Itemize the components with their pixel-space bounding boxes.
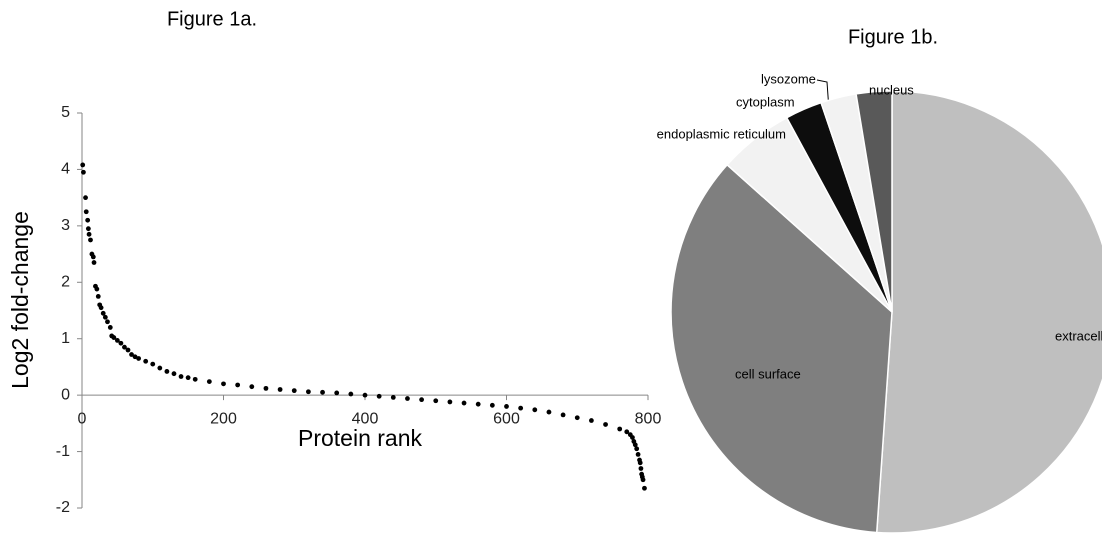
point [83, 209, 89, 215]
point [362, 392, 368, 398]
point [249, 384, 255, 390]
point [80, 162, 86, 168]
point [263, 385, 269, 391]
point [192, 376, 198, 382]
y-tick-label: 3 [61, 217, 70, 234]
point [630, 435, 635, 440]
point [376, 393, 382, 399]
y-tick-label: -1 [56, 443, 70, 460]
y-tick-label: 5 [61, 104, 70, 121]
point [348, 391, 354, 397]
point [334, 390, 340, 396]
point [306, 389, 311, 395]
point [81, 169, 86, 175]
point [419, 397, 424, 403]
point [640, 477, 646, 483]
point [111, 335, 117, 340]
point [546, 409, 552, 415]
point [95, 293, 101, 299]
point [617, 426, 623, 432]
point [518, 405, 524, 411]
point [433, 398, 439, 404]
chart-title: Figure 1a. [167, 8, 257, 30]
slice-label: nucleus [869, 82, 914, 97]
point [504, 404, 509, 409]
pie-slice [670, 163, 893, 533]
point [125, 347, 131, 353]
point [390, 395, 396, 400]
y-axis-title: Log2 fold-change [7, 211, 33, 389]
point [405, 396, 410, 401]
point [178, 374, 184, 379]
point [118, 340, 124, 346]
point [171, 371, 177, 377]
point [85, 217, 91, 223]
x-tick-label: 800 [635, 410, 662, 427]
point [447, 399, 453, 405]
point [632, 442, 638, 448]
slice-label: cell surface [735, 366, 801, 381]
x-tick-label: 600 [493, 410, 520, 427]
point [206, 379, 212, 384]
point [635, 451, 641, 457]
point [83, 195, 88, 201]
y-tick-label: 1 [61, 330, 70, 347]
y-tick-label: -2 [56, 499, 70, 516]
slice-label: cytoplasm [736, 94, 795, 109]
point [634, 446, 640, 452]
slice-label: endoplasmic reticulum [657, 126, 786, 141]
point [114, 338, 120, 343]
point [150, 361, 156, 367]
x-tick-label: 400 [352, 410, 379, 427]
point [85, 226, 91, 232]
point [88, 237, 93, 243]
point [94, 286, 100, 292]
point [102, 314, 108, 320]
y-tick-label: 2 [61, 274, 70, 291]
point [603, 422, 608, 427]
point [574, 415, 580, 421]
pie-slice [855, 90, 893, 313]
point [475, 401, 481, 407]
slice-label: lysozome [761, 71, 816, 86]
point [91, 260, 97, 265]
point [291, 388, 297, 394]
point [122, 344, 127, 350]
point [560, 412, 566, 418]
y-tick-label: 4 [61, 161, 70, 178]
point [157, 365, 163, 371]
point [98, 305, 104, 311]
point [105, 319, 110, 325]
point [107, 325, 113, 330]
point [642, 485, 647, 491]
point [86, 231, 92, 237]
point [532, 407, 538, 413]
point [461, 400, 467, 406]
point [489, 402, 495, 408]
point [185, 375, 191, 381]
point [277, 387, 283, 392]
chart-title: Figure 1b. [848, 26, 938, 48]
slice-label: extracellular [1055, 328, 1102, 343]
point [235, 382, 241, 388]
point [589, 418, 594, 423]
y-tick-label: 0 [61, 386, 70, 403]
x-tick-label: 200 [210, 410, 237, 427]
point [638, 466, 644, 471]
point [320, 389, 325, 395]
point [136, 356, 142, 361]
point [624, 429, 630, 435]
pie-slice [875, 90, 1102, 533]
point [90, 254, 96, 260]
point [221, 381, 226, 387]
point [100, 310, 106, 316]
point [129, 352, 134, 357]
x-tick-label: 0 [78, 410, 87, 427]
point [164, 369, 170, 374]
point [637, 460, 643, 466]
x-axis-title: Protein rank [298, 425, 423, 451]
point [143, 358, 149, 364]
